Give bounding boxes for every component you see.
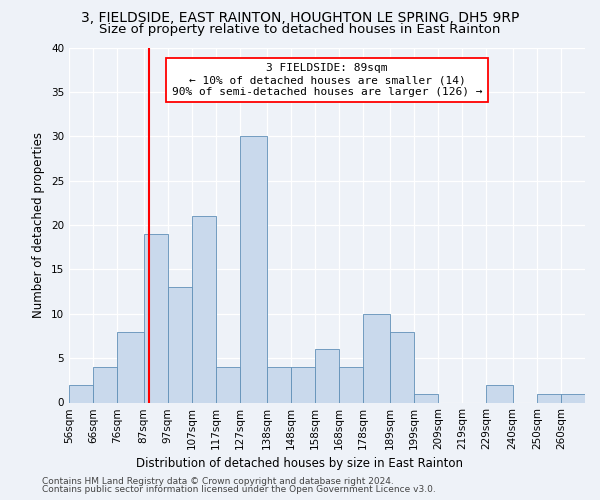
Bar xyxy=(339,367,363,402)
Bar xyxy=(240,136,267,402)
Bar xyxy=(192,216,216,402)
Bar xyxy=(414,394,438,402)
Bar xyxy=(144,234,168,402)
Bar xyxy=(486,385,512,402)
Bar xyxy=(93,367,117,402)
Text: 3, FIELDSIDE, EAST RAINTON, HOUGHTON LE SPRING, DH5 9RP: 3, FIELDSIDE, EAST RAINTON, HOUGHTON LE … xyxy=(81,11,519,25)
Bar xyxy=(537,394,561,402)
Bar xyxy=(363,314,389,402)
Bar xyxy=(69,385,93,402)
Bar xyxy=(267,367,291,402)
Bar xyxy=(561,394,585,402)
Text: Contains HM Land Registry data © Crown copyright and database right 2024.: Contains HM Land Registry data © Crown c… xyxy=(42,477,394,486)
Bar xyxy=(216,367,240,402)
Text: Size of property relative to detached houses in East Rainton: Size of property relative to detached ho… xyxy=(100,24,500,36)
Text: 3 FIELDSIDE: 89sqm
← 10% of detached houses are smaller (14)
90% of semi-detache: 3 FIELDSIDE: 89sqm ← 10% of detached hou… xyxy=(172,64,482,96)
Bar xyxy=(168,287,192,403)
Bar xyxy=(389,332,414,402)
Y-axis label: Number of detached properties: Number of detached properties xyxy=(32,132,46,318)
Bar xyxy=(117,332,144,402)
Bar xyxy=(315,349,339,403)
Bar xyxy=(291,367,315,402)
Text: Distribution of detached houses by size in East Rainton: Distribution of detached houses by size … xyxy=(137,458,464,470)
Text: Contains public sector information licensed under the Open Government Licence v3: Contains public sector information licen… xyxy=(42,484,436,494)
